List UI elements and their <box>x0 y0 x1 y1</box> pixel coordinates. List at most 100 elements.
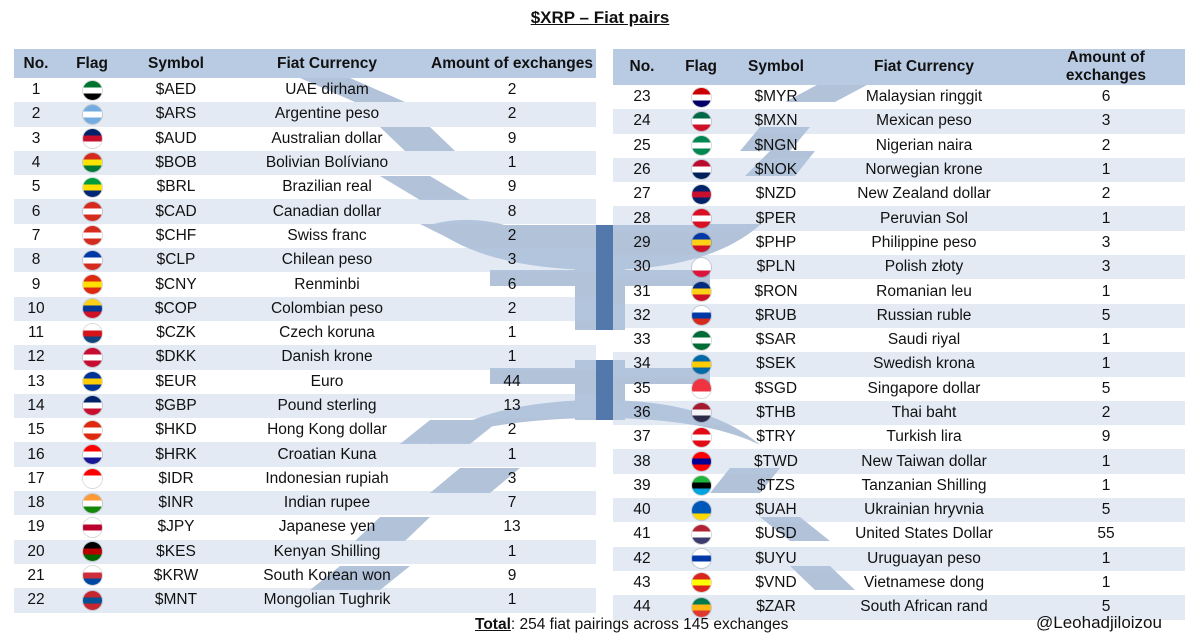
currency-symbol: $GBP <box>126 393 226 419</box>
flag-za-icon <box>691 597 711 617</box>
row-number: 13 <box>14 369 58 394</box>
flag-ru-icon <box>691 306 711 326</box>
row-number: 43 <box>613 570 671 596</box>
currency-symbol: $SAR <box>731 327 821 353</box>
exchange-count: 44 <box>428 369 596 394</box>
flag-ke-icon <box>82 542 102 562</box>
exchange-count: 5 <box>1027 376 1185 401</box>
currency-symbol: $CHF <box>126 223 226 249</box>
flag-cell <box>58 393 126 419</box>
flag-cell <box>58 345 126 370</box>
table-row: 6 $CAD Canadian dollar 8 <box>14 199 596 224</box>
flag-cell <box>58 320 126 346</box>
currency-symbol: $PLN <box>731 255 821 280</box>
table-row: 12 $DKK Danish krone 1 <box>14 345 596 370</box>
table-header-row: No. Flag Symbol Fiat Currency Amount of … <box>613 49 1185 85</box>
currency-symbol: $BOB <box>126 150 226 176</box>
exchange-count: 1 <box>428 345 596 370</box>
table-row: 1 $AED UAE dirham 2 <box>14 78 596 103</box>
flag-se-icon <box>691 354 711 374</box>
row-number: 27 <box>613 182 671 207</box>
row-number: 1 <box>14 78 58 103</box>
table-row: 23 $MYR Malaysian ringgit 6 <box>613 85 1185 110</box>
flag-pe-icon <box>691 209 711 229</box>
exchange-count: 9 <box>428 175 596 200</box>
currency-name: Brazilian real <box>226 175 428 200</box>
currency-name: Norwegian krone <box>821 157 1027 183</box>
currency-name: Kenyan Shilling <box>226 539 428 564</box>
header-amount: Amount of exchanges <box>1027 49 1185 85</box>
currency-symbol: $MNT <box>126 588 226 613</box>
currency-symbol: $MXN <box>731 109 821 134</box>
flag-bo-icon <box>82 153 102 173</box>
exchange-count: 7 <box>428 491 596 516</box>
exchange-count: 2 <box>428 78 596 103</box>
row-number: 16 <box>14 442 58 467</box>
currency-name: Mongolian Tughrik <box>226 588 428 613</box>
flag-sg-icon <box>691 379 711 399</box>
flag-pl-icon <box>691 257 711 277</box>
flag-cell <box>58 296 126 321</box>
table-row: 38 $TWD New Taiwan dollar 1 <box>613 449 1185 474</box>
currency-name: Swedish krona <box>821 352 1027 377</box>
row-number: 28 <box>613 206 671 231</box>
exchange-count: 2 <box>1027 400 1185 426</box>
flag-cz-icon <box>82 323 102 343</box>
currency-symbol: $ARS <box>126 102 226 127</box>
currency-symbol: $PER <box>731 206 821 231</box>
flag-cell <box>58 418 126 443</box>
flag-cell <box>58 78 126 103</box>
currency-name: United States Dollar <box>821 522 1027 547</box>
currency-name: Hong Kong dollar <box>226 418 428 443</box>
currency-name: Bolivian Bolíviano <box>226 150 428 176</box>
currency-symbol: $COP <box>126 296 226 321</box>
currency-name: Swiss franc <box>226 223 428 249</box>
currency-symbol: $INR <box>126 491 226 516</box>
table-row: 14 $GBP Pound sterling 13 <box>14 393 596 419</box>
row-number: 33 <box>613 327 671 353</box>
row-number: 42 <box>613 546 671 571</box>
currency-name: New Taiwan dollar <box>821 449 1027 474</box>
exchange-count: 9 <box>428 126 596 151</box>
currency-symbol: $RON <box>731 279 821 304</box>
header-symbol: Symbol <box>126 49 226 78</box>
currency-name: Turkish lira <box>821 425 1027 450</box>
exchange-count: 1 <box>1027 157 1185 183</box>
header-fiat-currency: Fiat Currency <box>226 49 428 78</box>
currency-symbol: $EUR <box>126 369 226 394</box>
flag-ar-icon <box>82 104 102 124</box>
exchange-count: 55 <box>1027 522 1185 547</box>
flag-th-icon <box>691 403 711 423</box>
currency-name: Singapore dollar <box>821 376 1027 401</box>
flag-cn-icon <box>82 274 102 294</box>
table-row: 31 $RON Romanian leu 1 <box>613 279 1185 304</box>
row-number: 35 <box>613 376 671 401</box>
flag-cell <box>58 466 126 492</box>
currency-name: South African rand <box>821 595 1027 620</box>
row-number: 24 <box>613 109 671 134</box>
exchange-count: 1 <box>1027 546 1185 571</box>
row-number: 41 <box>613 522 671 547</box>
currency-symbol: $CZK <box>126 320 226 346</box>
table-row: 39 $TZS Tanzanian Shilling 1 <box>613 473 1185 499</box>
currency-name: Ukrainian hryvnia <box>821 498 1027 523</box>
flag-ro-icon <box>691 281 711 301</box>
row-number: 20 <box>14 539 58 564</box>
exchange-count: 1 <box>1027 570 1185 596</box>
row-number: 29 <box>613 230 671 256</box>
currency-name: Uruguayan peso <box>821 546 1027 571</box>
exchange-count: 2 <box>428 418 596 443</box>
table-row: 30 $PLN Polish złoty 3 <box>613 255 1185 280</box>
currency-name: Japanese yen <box>226 515 428 540</box>
table-row: 18 $INR Indian rupee 7 <box>14 491 596 516</box>
currency-name: Malaysian ringgit <box>821 85 1027 110</box>
header-fiat-currency: Fiat Currency <box>821 49 1027 85</box>
table-row: 40 $UAH Ukrainian hryvnia 5 <box>613 498 1185 523</box>
row-number: 22 <box>14 588 58 613</box>
flag-cell <box>58 175 126 200</box>
flag-ch-icon <box>82 226 102 246</box>
flag-cell <box>671 449 731 474</box>
currency-name: Chilean peso <box>226 248 428 273</box>
row-number: 5 <box>14 175 58 200</box>
row-number: 34 <box>613 352 671 377</box>
